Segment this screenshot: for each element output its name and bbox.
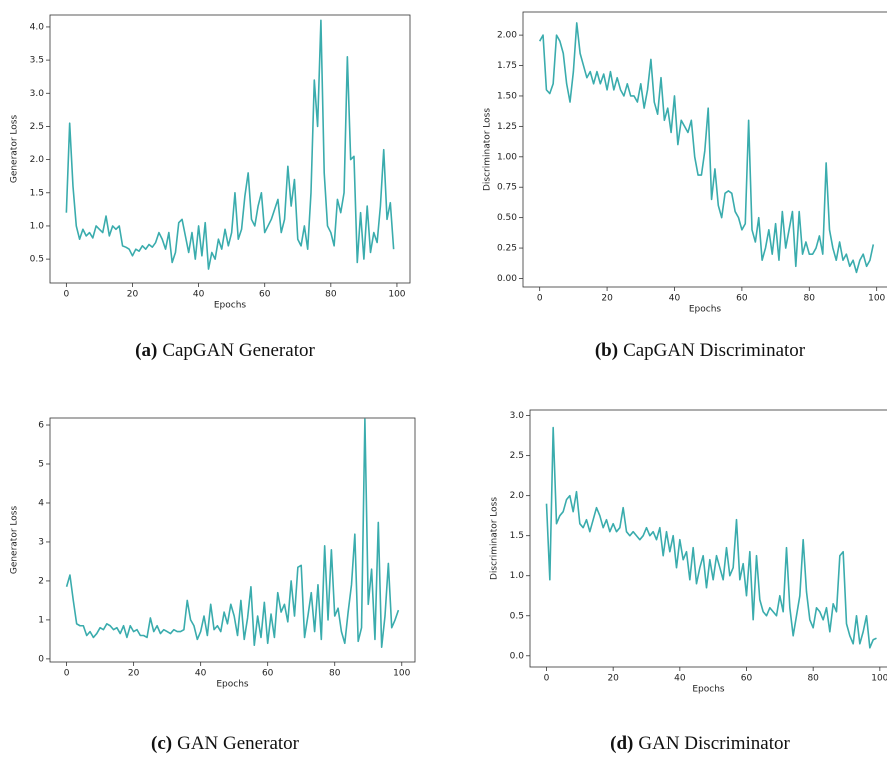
y-tick-label: 0.0 [510,651,525,661]
caption: (c) GAN Generator [151,733,300,754]
plot-frame [49,14,411,284]
y-tick-label: 0.25 [497,244,517,254]
y-axis-label: Generator Loss [10,506,20,575]
x-tick-label: 60 [262,669,274,679]
y-tick-label: 4 [38,498,44,508]
x-tick-label: 40 [674,674,686,684]
caption: (b) CapGAN Discriminator [595,340,806,361]
y-tick-label: 5 [38,459,44,469]
caption-text: GAN Discriminator [638,733,790,754]
y-tick-label: 2.0 [30,155,45,165]
y-tick-label: 1.0 [30,221,45,231]
y-tick-label: 1 [38,615,44,625]
x-tick-label: 80 [325,290,337,300]
loss-line [65,418,400,648]
y-axis-label: Discriminator Loss [490,497,500,580]
caption-text: CapGAN Discriminator [623,340,806,361]
x-tick-label: 40 [669,294,681,304]
y-tick-label: 1.5 [510,531,524,541]
y-tick-label: 1.5 [30,188,44,198]
loss-line [65,19,395,270]
x-tick-label: 0 [537,294,543,304]
x-tick-label: 20 [601,294,613,304]
caption-text: GAN Generator [177,733,300,754]
y-tick-label: 3.5 [30,56,44,66]
x-tick-label: 60 [259,290,271,300]
x-axis-label: Epochs [689,305,722,315]
y-tick-label: 3.0 [510,411,525,421]
x-tick-label: 100 [393,669,410,679]
x-axis-label: Epochs [214,301,247,311]
y-tick-label: 2 [38,576,44,586]
chart-panel: 0.5 1.0 1.5 2.0 2.5 3.0 3.5 4.0 0 20 40 60 80 100 Epoc… [10,14,411,361]
x-tick-label: 100 [871,674,887,684]
x-tick-label: 40 [193,290,205,300]
x-tick-label: 20 [607,674,619,684]
y-tick-label: 4.0 [30,22,45,32]
chart-panel: 0.0 0.5 1.0 1.5 2.0 2.5 3.0 0 20 40 60 80 100 Epochs D… [490,409,887,754]
x-tick-label: 20 [127,290,139,300]
y-tick-label: 3.0 [30,89,45,99]
x-tick-label: 100 [388,290,405,300]
y-tick-label: 1.25 [497,122,517,132]
plot-frame [522,11,887,288]
y-tick-label: 2.5 [30,122,44,132]
x-axis-label: Epochs [692,685,725,695]
caption-label: (b) [595,340,618,361]
y-tick-label: 0.5 [510,611,524,621]
caption-label: (a) [135,340,157,361]
plot-frame [49,417,416,663]
y-tick-label: 0.50 [497,213,517,223]
x-tick-label: 80 [329,669,341,679]
x-axis-label: Epochs [216,680,249,690]
y-tick-label: 1.75 [497,61,517,71]
y-tick-label: 0.00 [497,274,517,284]
caption-label: (c) [151,733,172,754]
y-tick-label: 0.5 [30,255,44,265]
y-tick-label: 0 [38,654,44,664]
y-tick-label: 1.00 [497,152,517,162]
plot-frame [529,409,887,668]
caption: (a) CapGAN Generator [135,340,315,361]
x-tick-label: 80 [804,294,816,304]
x-tick-label: 80 [807,674,819,684]
caption-text: CapGAN Generator [162,340,315,361]
x-tick-label: 40 [195,669,207,679]
chart-panel: 0.00 0.25 0.50 0.75 1.00 1.25 1.50 1.75 2.00 0 20 4… [483,11,887,361]
y-tick-label: 6 [38,421,44,431]
x-tick-label: 0 [63,290,69,300]
y-tick-label: 2.0 [510,491,525,501]
loss-line [538,22,875,274]
x-tick-label: 0 [544,674,550,684]
y-tick-label: 2.5 [510,451,524,461]
y-tick-label: 1.0 [510,571,525,581]
y-tick-label: 0.75 [497,183,517,193]
x-tick-label: 0 [64,669,70,679]
y-axis-label: Generator Loss [10,115,20,184]
caption: (d) GAN Discriminator [610,733,790,754]
y-axis-label: Discriminator Loss [483,108,493,191]
x-tick-label: 60 [736,294,748,304]
x-tick-label: 20 [128,669,140,679]
caption-label: (d) [610,733,633,754]
y-tick-label: 1.50 [497,91,517,101]
x-tick-label: 100 [868,294,885,304]
y-tick-label: 3 [38,537,44,547]
loss-line [545,426,877,649]
x-tick-label: 60 [741,674,753,684]
y-tick-label: 2.00 [497,31,517,41]
